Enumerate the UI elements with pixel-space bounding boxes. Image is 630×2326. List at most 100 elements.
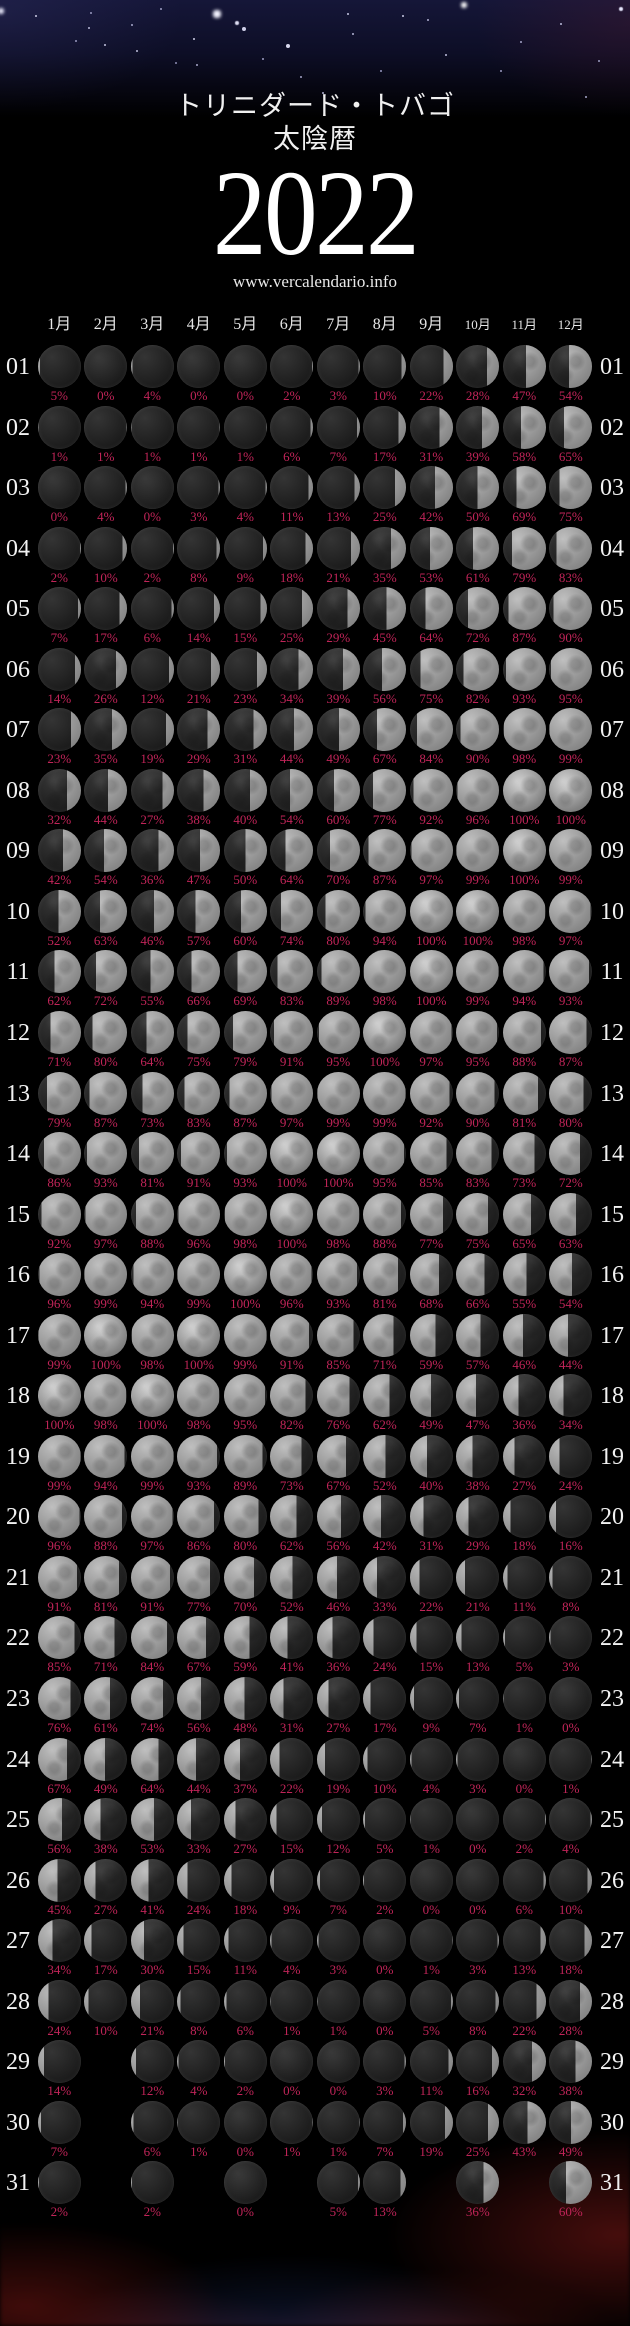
moon-cell-month12-day29: 38%: [548, 2040, 595, 2098]
moon-cell-month10-day26: 0%: [455, 1858, 502, 1917]
illumination-percent: 23%: [233, 690, 258, 706]
illumination-percent: 100%: [555, 811, 586, 827]
moon-cell-month6-day15: 100%: [269, 1192, 316, 1251]
moon-phase-icon: [223, 1858, 267, 1902]
moon-cell-month2-day06: 26%: [83, 647, 130, 706]
illumination-percent: 75%: [465, 1235, 490, 1251]
day-label-left-22: 22: [6, 1625, 30, 1652]
moon-cell-month1-day16: 96%: [36, 1253, 83, 1311]
day-label-left-06: 06: [6, 656, 30, 683]
day-label-left-08: 08: [6, 777, 30, 804]
moon-phase-icon: [223, 587, 267, 631]
moon-cell-month1-day21: 91%: [36, 1555, 83, 1614]
moon-phase-icon: [84, 1979, 128, 2023]
illumination-percent: 0%: [97, 388, 115, 403]
moon-cell-month3-day26: 41%: [129, 1858, 176, 1917]
illumination-percent: 57%: [465, 1356, 490, 1372]
illumination-percent: 100%: [416, 932, 447, 948]
moon-phase-icon: [456, 1374, 500, 1418]
illumination-percent: 100%: [369, 1054, 400, 1070]
moon-cell-month7-day16: 93%: [315, 1253, 362, 1311]
day-cells-07: 23% 35% 19% 29% 31% 44% 49% 67% 84% 90% 98% 99%: [36, 708, 594, 766]
moon-phase-icon: [409, 1011, 453, 1055]
illumination-percent: 99%: [558, 751, 583, 767]
moon-phase-icon: [177, 1434, 221, 1478]
moon-phase-icon: [502, 1374, 546, 1418]
illumination-percent: 80%: [93, 1054, 118, 1070]
moon-cell-month1-day01: 5%: [36, 345, 83, 403]
moon-phase-icon: [409, 1798, 453, 1842]
moon-phase-icon: [363, 345, 407, 388]
moon-phase-icon: [456, 889, 500, 933]
moon-phase-icon: [223, 1132, 267, 1176]
illumination-percent: 36%: [465, 2204, 490, 2220]
illumination-percent: 2%: [143, 569, 161, 585]
moon-phase-icon: [270, 1132, 314, 1176]
moon-cell-month4-day27: 15%: [176, 1919, 223, 1977]
moon-phase-icon: [223, 1495, 267, 1539]
moon-phase-icon: [84, 829, 128, 873]
moon-phase-icon: [270, 768, 314, 812]
moon-phase-icon: [316, 1374, 360, 1418]
day-label-right-03: 03: [600, 475, 624, 502]
moon-cell-month3-day02: 1%: [129, 405, 176, 464]
moon-phase-icon: [502, 1798, 546, 1842]
moon-cell-month7-day28: 1%: [315, 1979, 362, 2038]
moon-phase-icon: [223, 1555, 267, 1599]
illumination-percent: 1%: [562, 1780, 580, 1796]
moon-phase-icon: [37, 1313, 81, 1357]
moon-cell-month2-day29: [83, 2040, 130, 2098]
moon-phase-icon: [177, 1919, 221, 1963]
illumination-percent: 28%: [465, 388, 490, 403]
day-label-left-28: 28: [6, 1988, 30, 2015]
illumination-percent: 97%: [419, 872, 444, 888]
moon-cell-month4-day28: 8%: [176, 1979, 223, 2038]
moon-cell-month1-day22: 85%: [36, 1616, 83, 1674]
moon-phase-icon: [84, 526, 128, 570]
moon-phase-icon: [130, 829, 174, 873]
illumination-percent: 98%: [233, 1235, 258, 1251]
moon-phase-icon: [270, 1071, 314, 1115]
illumination-percent: 10%: [93, 569, 118, 585]
illumination-percent: 11%: [419, 2083, 443, 2099]
moon-cell-month2-day17: 100%: [83, 1313, 130, 1372]
illumination-percent: 81%: [140, 1175, 165, 1191]
moon-phase-icon: [130, 1737, 174, 1781]
illumination-percent: 66%: [465, 1296, 490, 1312]
day-row-27: 27 34% 17% 30% 15% 11% 4% 3% 0% 1% 3% 13% 18% 27: [0, 1919, 630, 1980]
day-row-06: 06 14% 26% 12% 21% 23% 34% 39% 56% 75% 82% 93% 95% 06: [0, 647, 630, 709]
day-cells-15: 92% 97% 88% 96% 98% 100% 98% 88% 77% 75% 65% 63%: [36, 1192, 594, 1251]
illumination-percent: 24%: [47, 2022, 72, 2038]
illumination-percent: 63%: [558, 1235, 583, 1251]
moon-phase-icon: [456, 526, 500, 570]
moon-cell-month7-day02: 7%: [315, 405, 362, 464]
day-cells-19: 99% 94% 99% 93% 89% 73% 67% 52% 40% 38% 27% 24%: [36, 1434, 594, 1493]
illumination-percent: 93%: [93, 1175, 118, 1191]
moon-cell-month10-day15: 75%: [455, 1192, 502, 1251]
moon-cell-month8-day11: 98%: [362, 950, 409, 1008]
day-label-left-01: 01: [6, 354, 30, 380]
moon-phase-icon: [502, 1313, 546, 1357]
moon-cell-month9-day16: 68%: [408, 1253, 455, 1311]
illumination-percent: 91%: [279, 1356, 304, 1372]
moon-phase-icon: [84, 1616, 128, 1660]
moon-phase-icon: [270, 466, 314, 510]
illumination-percent: 38%: [465, 1477, 490, 1493]
month-header-7: 7月: [326, 316, 351, 333]
illumination-percent: 24%: [186, 1901, 211, 1917]
illumination-percent: 91%: [279, 1054, 304, 1070]
moon-cell-month11-day20: 18%: [501, 1495, 548, 1553]
illumination-percent: 97%: [419, 1054, 444, 1070]
moon-phase-icon: [223, 1434, 267, 1478]
moon-cell-month5-day21: 70%: [222, 1555, 269, 1614]
moon-cell-month10-day04: 61%: [455, 526, 502, 585]
moon-cell-month8-day18: 62%: [362, 1374, 409, 1432]
moon-phase-icon: [84, 1555, 128, 1599]
day-label-right-27: 27: [600, 1928, 624, 1955]
illumination-percent: 7%: [50, 2143, 68, 2159]
moon-phase-icon: [502, 405, 546, 449]
illumination-percent: 12%: [326, 1841, 351, 1857]
illumination-percent: 71%: [93, 1659, 118, 1675]
moon-cell-month11-day31: [501, 2161, 548, 2219]
moon-phase-icon: [363, 1616, 407, 1660]
